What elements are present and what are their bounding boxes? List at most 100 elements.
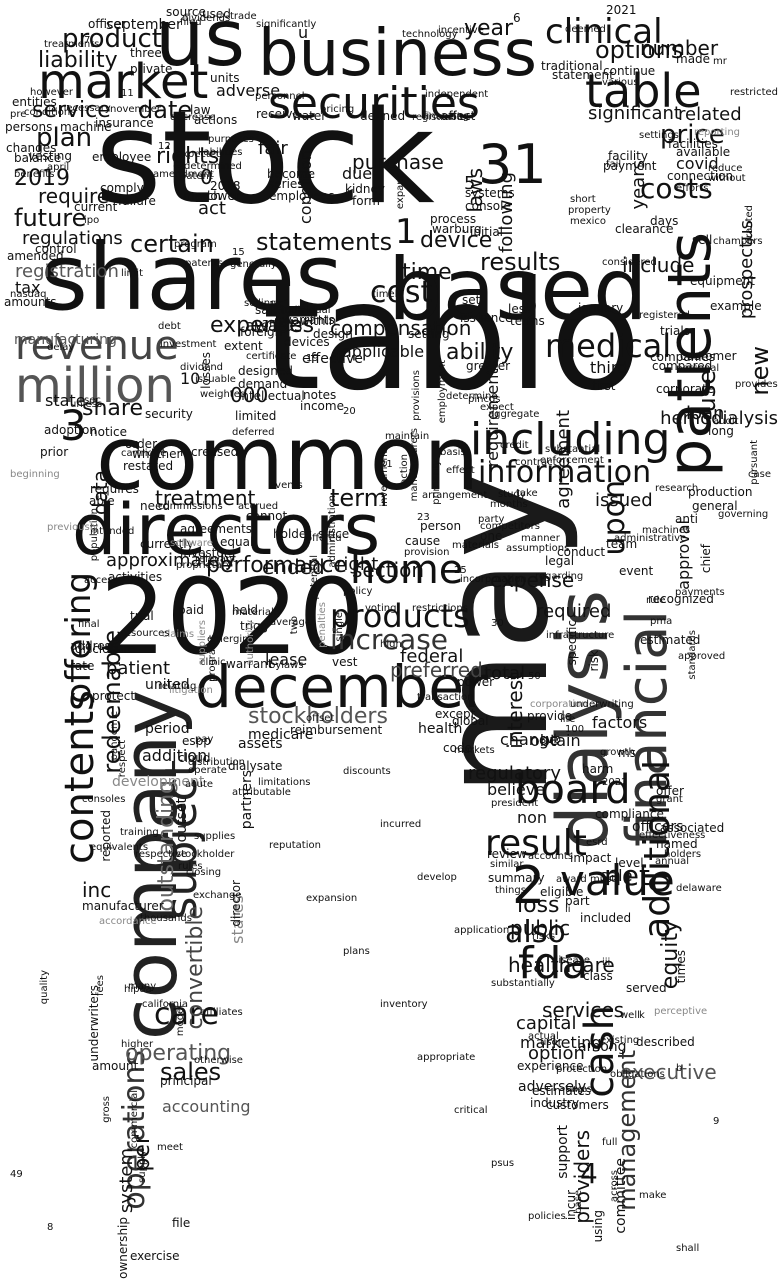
cloud-word: high <box>380 639 402 650</box>
cloud-word: increased <box>180 445 239 459</box>
cloud-word: development <box>112 774 205 790</box>
cloud-word: capital <box>516 1013 577 1034</box>
cloud-word: state <box>45 391 86 410</box>
cloud-word: statement <box>552 68 614 82</box>
cloud-word: shares <box>40 224 343 331</box>
cloud-word: principal <box>160 1074 212 1088</box>
cloud-word: included <box>580 911 632 925</box>
cloud-word: limited <box>235 409 277 423</box>
cloud-word: november <box>110 104 161 115</box>
cloud-word: obligations <box>610 1069 665 1080</box>
cloud-word: voting <box>365 603 397 614</box>
cloud-word: eligible <box>540 885 584 899</box>
cloud-word: application <box>454 925 510 936</box>
cloud-word: directors <box>72 489 381 571</box>
cloud-word: agreements <box>180 522 253 536</box>
cloud-word: revenue <box>15 323 179 369</box>
cloud-word: class <box>583 969 613 983</box>
cloud-word: claims <box>162 629 195 640</box>
cloud-word: estimates <box>532 1084 592 1098</box>
cloud-word: information <box>478 455 652 490</box>
cloud-word: 5 <box>464 173 476 194</box>
cloud-word: foreign <box>240 325 283 339</box>
cloud-word: attributable <box>232 787 291 798</box>
cloud-word: reported <box>99 810 113 862</box>
cloud-word: manufacturer <box>82 899 164 913</box>
cloud-word: equivalents <box>90 842 149 853</box>
cloud-word: approved <box>678 651 726 662</box>
cloud-word: contents <box>57 690 103 864</box>
cloud-word: 4 <box>580 1157 598 1190</box>
cloud-word: also <box>505 915 566 950</box>
cloud-word: fees <box>95 975 106 997</box>
cloud-word: 2022 <box>602 777 628 788</box>
cloud-word: supply <box>137 1150 148 1183</box>
cloud-word: investments <box>379 445 390 507</box>
cloud-word: among <box>578 1039 627 1055</box>
cloud-word: warrants <box>282 313 335 327</box>
cloud-word: facilities <box>668 137 718 151</box>
cloud-word: balance <box>14 151 62 165</box>
cloud-word: expenses <box>210 313 315 338</box>
cloud-word: described <box>636 1035 695 1049</box>
cloud-word: awards <box>245 316 303 335</box>
cloud-word: equal <box>220 535 254 549</box>
cloud-word: named <box>656 837 698 851</box>
cloud-word: within <box>300 314 337 328</box>
cloud-word: appropriate <box>417 1052 476 1063</box>
cloud-word: general <box>692 499 738 513</box>
cloud-word: lease <box>265 650 308 669</box>
cloud-word: delaware <box>676 883 722 894</box>
cloud-word: filed <box>180 17 202 28</box>
cloud-word: individual <box>282 305 331 316</box>
cloud-word: board <box>515 767 631 813</box>
cloud-word: event <box>619 564 654 578</box>
cloud-word: actions <box>194 113 238 127</box>
cloud-word: infrastructure <box>546 630 615 641</box>
cloud-word: treatment <box>155 486 256 510</box>
cloud-word: changes <box>6 141 57 155</box>
cloud-word: hemodialysis <box>660 408 778 429</box>
cloud-word: clinical <box>545 12 663 52</box>
cloud-word: study <box>498 489 526 500</box>
cloud-word: fair <box>258 138 288 159</box>
cloud-word: rule <box>646 595 666 606</box>
cloud-word: ii <box>565 904 571 915</box>
cloud-word: become <box>267 167 316 181</box>
cloud-word: systems <box>465 186 515 200</box>
cloud-word: summary <box>488 871 545 885</box>
cloud-word: vest <box>332 655 358 669</box>
cloud-word: aggregate <box>488 409 540 420</box>
cloud-word: affiliates <box>200 1007 243 1018</box>
cloud-word: year <box>464 16 514 41</box>
cloud-word: water <box>292 109 327 123</box>
cloud-word: issuance <box>460 311 513 325</box>
cloud-word: date <box>138 96 193 124</box>
cloud-word: marketing <box>520 1033 602 1052</box>
cloud-word: based <box>388 240 648 340</box>
cloud-word: served <box>626 981 667 995</box>
cloud-word: unless <box>70 399 103 410</box>
cloud-word: shall <box>676 1243 700 1254</box>
cloud-word: payment <box>603 159 657 173</box>
cloud-word: million <box>15 358 175 414</box>
cloud-word: considered <box>602 257 657 268</box>
cloud-word: significantly <box>256 19 317 30</box>
cloud-word: factors <box>592 713 648 732</box>
cloud-word: law <box>190 103 211 117</box>
cloud-word: restated <box>123 459 174 473</box>
cloud-word: effective <box>302 351 363 367</box>
cloud-word: two <box>289 616 300 635</box>
cloud-word: efforts <box>676 183 709 194</box>
cloud-word: director <box>229 880 243 927</box>
cloud-word: k <box>639 1010 645 1021</box>
cloud-word: 8 <box>47 1222 54 1233</box>
cloud-word: 31 <box>478 133 547 196</box>
cloud-word: debt <box>158 321 181 332</box>
cloud-word: security <box>145 407 193 421</box>
cloud-word: materially <box>232 607 283 618</box>
cloud-word: software <box>170 538 213 549</box>
cloud-word: administrative <box>614 533 687 544</box>
cloud-word: deferred <box>232 427 275 438</box>
cloud-word: net <box>604 859 650 892</box>
